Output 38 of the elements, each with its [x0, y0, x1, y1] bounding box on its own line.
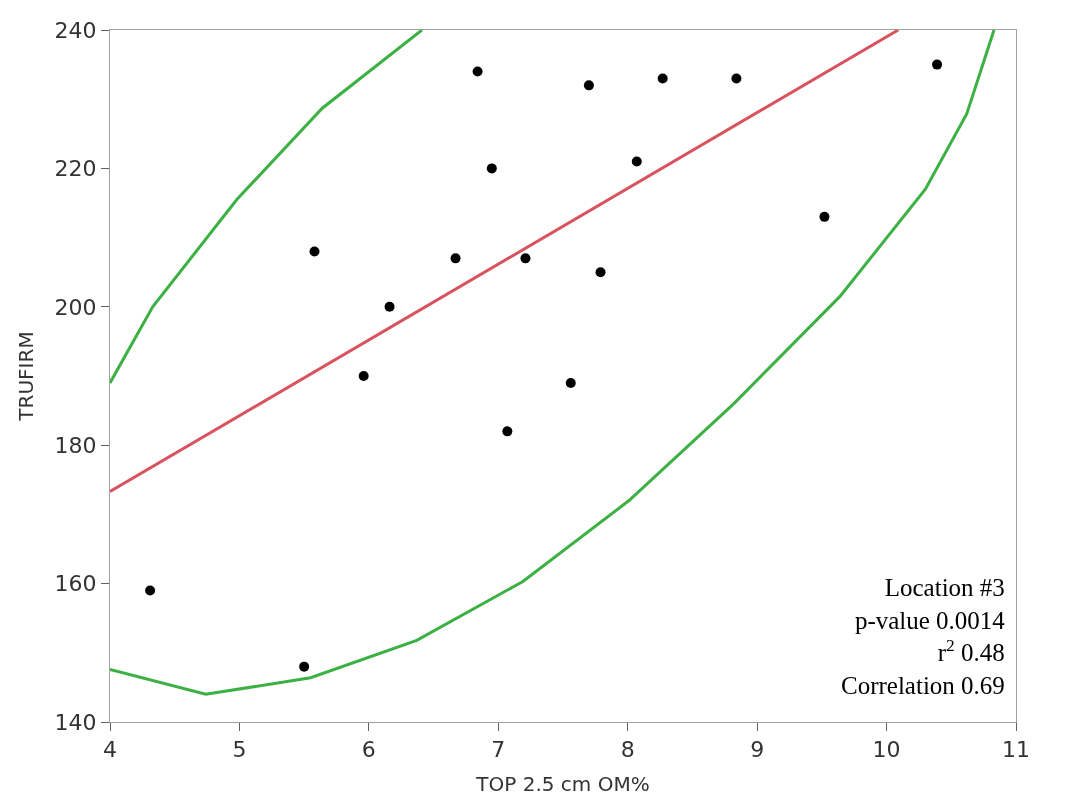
y-tick-label: 140	[54, 709, 97, 735]
annotation: p-value 0.0014	[854, 606, 1006, 634]
annotation: Location #3	[884, 574, 1005, 601]
x-tick-label: 5	[232, 737, 247, 763]
x-tick-label: 7	[491, 737, 506, 763]
point	[595, 267, 606, 278]
x-tick-label: 9	[750, 737, 765, 763]
point	[384, 301, 395, 312]
point	[520, 253, 531, 264]
point	[819, 211, 830, 222]
y-tick-label: 240	[54, 17, 97, 43]
annotation: r$^{2}$ 0.48	[937, 634, 1005, 666]
x-tick-label: 11	[1002, 737, 1030, 763]
point	[486, 163, 497, 174]
point	[932, 59, 943, 70]
point	[472, 66, 483, 77]
x-tick-label: 4	[103, 737, 117, 763]
point	[583, 80, 594, 91]
x-tick-label: 8	[620, 737, 635, 763]
point	[309, 246, 320, 257]
point	[299, 661, 310, 672]
point	[450, 253, 461, 264]
y-tick-label: 200	[54, 294, 97, 320]
point	[358, 371, 369, 381]
point	[731, 73, 742, 84]
y-tick-label: 180	[54, 432, 97, 458]
y-tick-label: 220	[54, 156, 97, 182]
point	[502, 426, 513, 437]
y-tick-label: 160	[54, 571, 97, 597]
point	[657, 73, 668, 84]
x-tick-label: 10	[872, 737, 901, 763]
x-axis-title: TOP 2.5 cm OM%	[475, 771, 650, 796]
point	[565, 377, 576, 388]
x-tick-label: 6	[361, 737, 376, 763]
annotation: Correlation 0.69	[841, 671, 1005, 699]
y-axis-title: TRUFIRM	[14, 331, 39, 422]
point	[145, 585, 156, 596]
point	[631, 156, 642, 167]
